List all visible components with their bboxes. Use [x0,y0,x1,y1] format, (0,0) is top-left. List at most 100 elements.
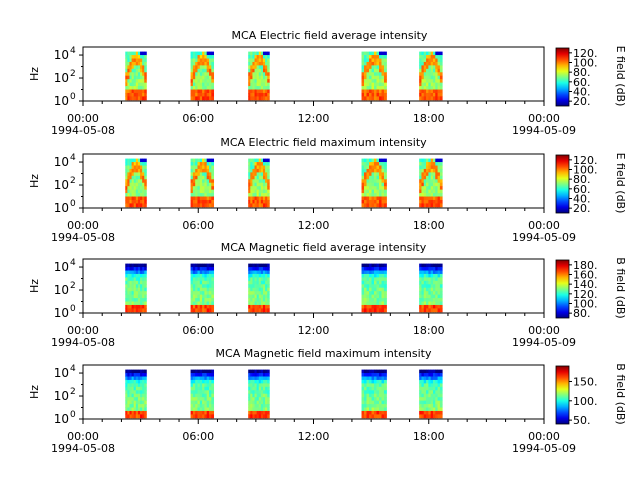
spectrogram-cell [426,58,429,63]
spectrogram-cell [199,172,203,177]
spectrogram-cell [419,58,422,63]
spectrogram-cell [209,89,212,94]
spectrogram-cell [267,189,270,194]
spectrogram-cell [437,410,441,415]
spectrogram-cell [267,196,270,201]
spectrogram-cell [125,68,128,73]
spectrogram-cell [197,65,201,70]
spectrogram-cell [366,182,370,187]
x-tick-date: 1994-05-09 [512,336,576,349]
spectrogram-cell [428,72,432,77]
spectrogram-cell [361,196,365,201]
spectrogram-cell [252,397,255,402]
spectrogram-cell [428,65,432,70]
spectrogram-cell [374,182,377,187]
spectrogram-cell [364,65,367,70]
spectrogram-cell [190,263,194,268]
spectrogram-cell [366,400,370,405]
spectrogram-cell [206,182,210,187]
spectrogram-cell [439,75,443,80]
spectrogram-cell [202,96,205,101]
spectrogram-cell [361,393,365,398]
spectrogram-cell [381,308,385,313]
spectrogram-cell [129,165,132,170]
spectrogram-cell [371,92,375,97]
spectrogram-cell [129,407,132,412]
spectrogram-cell [265,61,268,66]
spectrogram-cell [195,72,198,77]
spectrogram-cell [190,298,194,302]
spectrogram-cell [423,162,427,166]
spectrogram-cell [371,182,375,187]
spectrogram-cell [426,65,429,70]
spectrogram-cell [381,55,385,59]
spectrogram-cell [262,189,266,194]
spectrogram-cell [267,58,270,63]
spectrogram-cell [256,61,260,66]
spectrogram-cell [361,58,365,63]
spectrogram-cell [423,270,427,275]
spectrogram-cell [209,165,212,170]
spectrogram-cell [256,79,260,84]
spectrogram-segment [419,158,443,208]
spectrogram-cell [190,79,194,84]
spectrogram-cell [361,373,365,377]
spectrogram-cell [202,92,205,97]
spectrogram-cell [140,291,143,296]
spectrogram-cell [262,308,266,313]
spectrogram-cell [209,273,212,278]
spectrogram-cell [144,199,147,204]
spectrogram-cell [421,189,425,194]
spectrogram-cell [142,75,145,80]
spectrogram-cell [267,287,270,292]
spectrogram-cell [379,369,382,374]
spectrogram-cell [379,383,382,388]
spectrogram-cell [383,277,387,282]
spectrogram-cell [381,379,385,384]
spectrogram-cell [265,196,268,201]
spectrogram-cell [262,165,266,170]
spectrogram-cell [265,407,268,412]
spectrogram-cell [262,75,266,80]
spectrogram-cell [262,397,266,402]
spectrogram-segment [361,51,387,101]
spectrogram-cell [366,86,370,90]
spectrogram-cell [211,51,215,56]
spectrogram-cell [432,179,436,184]
spectrogram-cell [428,298,432,302]
spectrogram-cell [248,203,251,208]
spectrogram-cell [137,410,141,415]
spectrogram-cell [381,61,385,66]
spectrogram-cell [211,179,215,184]
spectrogram-cell [439,162,443,166]
spectrogram-cell [254,263,258,268]
spectrogram-cell [369,72,372,77]
spectrogram-cell [142,89,145,94]
spectrogram-cell [366,273,370,278]
spectrogram-cell [379,273,382,278]
spectrogram-cell [211,55,215,59]
spectrogram-cell [256,168,260,173]
spectrogram-cell [371,65,375,70]
spectrogram-cell [374,379,377,384]
spectrogram-cell [430,175,434,180]
spectrogram-cell [267,369,270,374]
spectrogram-cell [211,298,215,302]
spectrogram-cell [248,369,251,374]
spectrogram-cell [383,373,387,377]
spectrogram-cell [258,203,262,208]
spectrogram-cell [129,284,132,289]
spectrogram-cell [371,189,375,194]
spectrogram-cell [202,393,205,398]
spectrogram-cell [421,397,425,402]
spectrogram-cell [129,162,132,166]
spectrogram-cell [262,277,266,282]
spectrogram-cell [432,390,436,395]
spectrogram-cell [428,390,432,395]
spectrogram-cell [206,175,210,180]
spectrogram-cell [204,379,208,384]
spectrogram-cell [137,298,141,302]
spectrogram-cell [439,96,443,101]
spectrogram-cell [211,92,215,97]
